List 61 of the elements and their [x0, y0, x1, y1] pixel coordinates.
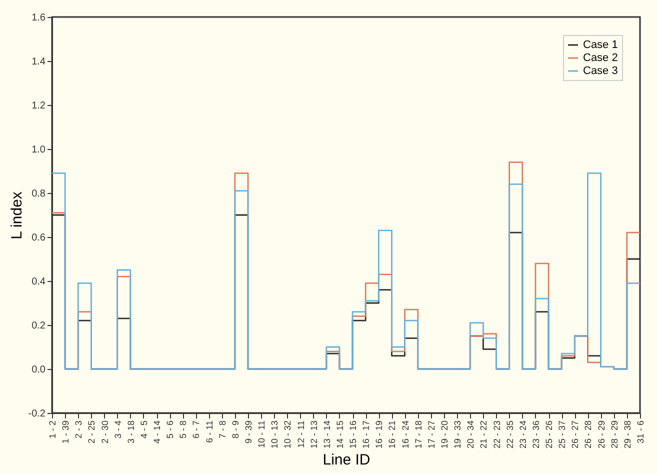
y-axis-title: L index: [8, 191, 26, 240]
x-tick-label: 28 - 29: [609, 420, 620, 449]
x-tick-label: 3 - 4: [112, 420, 123, 439]
x-tick-label: 4 - 5: [138, 420, 149, 439]
x-tick-label: 26 - 29: [596, 420, 606, 449]
y-tick-label: 0.8: [32, 188, 46, 200]
x-tick-label: 14 - 15: [334, 420, 345, 449]
x-tick-label: 8 - 9: [230, 420, 240, 439]
x-tick-label: 19 - 33: [452, 420, 463, 449]
x-tick-label: 20 - 34: [466, 420, 476, 449]
x-tick-label: 5 - 6: [165, 420, 176, 439]
y-tick-label: 0.6: [32, 232, 46, 244]
y-tick-label: 0.4: [32, 276, 46, 288]
y-tick-label: 1.2: [32, 100, 46, 112]
x-tick-label: 17 - 27: [426, 420, 436, 449]
x-tick-label: 10 - 32: [282, 420, 293, 449]
x-tick-label: 17 - 18: [413, 420, 424, 449]
y-tick-label: 1.6: [32, 12, 46, 24]
x-tick-label: 16 - 17: [361, 420, 372, 449]
x-tick-label: 2 - 30: [100, 420, 110, 444]
x-tick-label: 10 - 11: [256, 420, 267, 448]
x-tick-label: 16 - 24: [400, 420, 410, 449]
x-tick-label: 26 - 27: [570, 420, 580, 449]
y-tick-label: 1.4: [32, 56, 46, 68]
x-tick-label: 22 - 35: [504, 420, 515, 449]
x-tick-label: 1 - 39: [60, 420, 71, 444]
x-tick-label: 12 - 11: [296, 420, 306, 448]
x-tick-label: 19 - 20: [440, 420, 450, 449]
x-tick-label: 6 - 7: [191, 420, 202, 439]
x-tick-label: 9 - 39: [244, 420, 254, 444]
y-tick-label: -0.2: [28, 408, 46, 420]
x-tick-label: 3 - 18: [126, 420, 136, 444]
x-tick-label: 13 - 14: [322, 420, 332, 449]
legend-label: Case 3: [583, 65, 618, 77]
x-axis-title: Line ID: [322, 452, 370, 469]
y-tick-label: 0.0: [32, 364, 46, 376]
x-tick-label: 29 - 38: [622, 420, 632, 449]
x-tick-label: 31 - 6: [636, 420, 646, 444]
x-tick-label: 23 - 36: [530, 420, 541, 449]
x-tick-label: 1 - 2: [48, 420, 58, 439]
y-tick-label: 0.2: [32, 320, 46, 332]
x-tick-label: 16 - 21: [387, 420, 398, 449]
x-tick-label: 26 - 28: [583, 420, 594, 449]
x-tick-label: 22 - 23: [492, 420, 502, 449]
x-tick-label: 2 - 3: [74, 420, 84, 439]
x-tick-label: 25 - 26: [544, 420, 554, 449]
x-tick-label: 6 - 11: [204, 420, 214, 443]
x-tick-label: 7 - 8: [217, 420, 228, 439]
legend-label: Case 2: [583, 52, 618, 64]
x-tick-label: 4 - 14: [152, 420, 162, 444]
y-tick-label: 1.0: [32, 144, 46, 156]
x-tick-label: 16 - 19: [374, 420, 384, 449]
x-tick-label: 10 - 13: [270, 420, 280, 449]
x-tick-label: 15 - 16: [348, 420, 358, 449]
legend-label: Case 1: [583, 39, 618, 51]
x-tick-label: 23 - 24: [518, 420, 528, 449]
x-tick-label: 25 - 37: [557, 420, 568, 449]
x-tick-label: 21 - 22: [478, 420, 489, 449]
x-tick-label: 12 - 13: [308, 420, 319, 449]
x-tick-label: 2 - 25: [86, 420, 97, 444]
x-tick-label: 5 - 8: [178, 420, 188, 439]
